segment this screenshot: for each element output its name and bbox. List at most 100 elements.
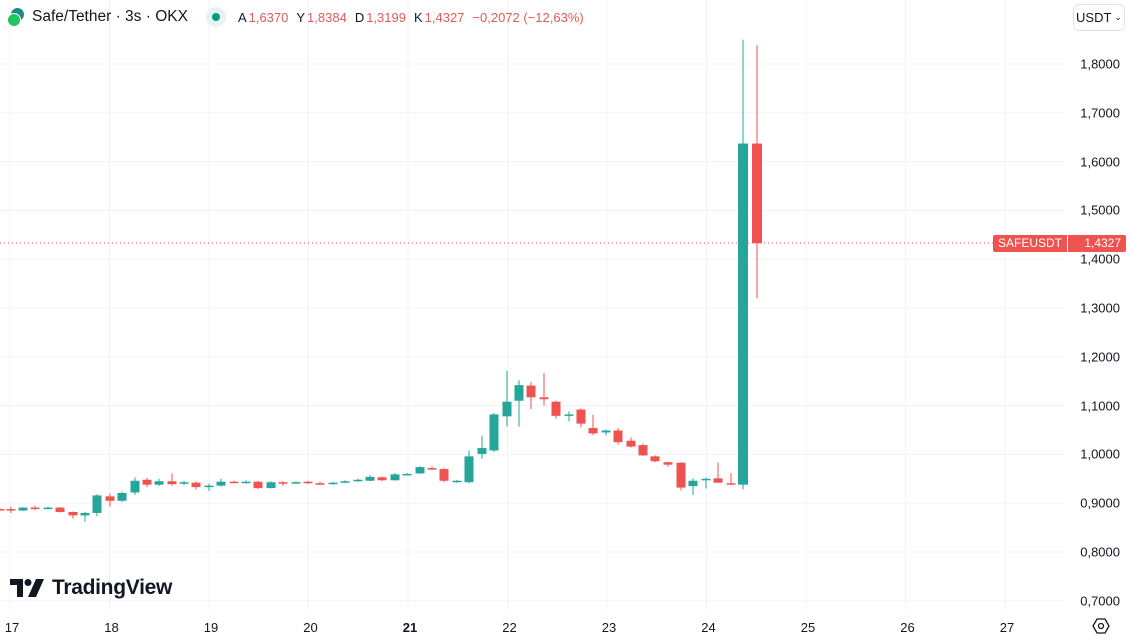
symbol-title[interactable]: Safe/Tether · 3s · OKX <box>32 8 188 25</box>
candle <box>688 480 698 487</box>
candle <box>43 507 53 510</box>
candle <box>439 469 449 481</box>
candle <box>701 478 711 481</box>
last-price-tag: SAFEUSDT 1,4327 <box>993 235 1127 252</box>
candle <box>154 481 164 485</box>
candle <box>551 401 561 416</box>
candle <box>489 414 499 451</box>
candle <box>303 481 313 484</box>
candle <box>502 401 512 417</box>
candle <box>576 409 586 424</box>
time-axis-label: 23 <box>601 620 617 635</box>
tradingview-logo[interactable]: TradingView <box>10 576 172 600</box>
candle <box>117 492 127 501</box>
candle <box>204 485 214 488</box>
ohlc-values: A 1,6370 Y 1,8384 D 1,3199 K 1,4327 <box>238 10 464 25</box>
candle <box>514 385 524 401</box>
candle <box>613 430 623 443</box>
candle <box>638 445 648 456</box>
candle <box>353 479 363 482</box>
candle <box>650 456 660 462</box>
candle <box>241 481 251 484</box>
candle <box>626 440 636 447</box>
price-axis-label: 1,2000 <box>1080 349 1120 365</box>
currency-dropdown[interactable]: USDT ⌄ <box>1073 4 1125 31</box>
tradingview-logo-text: TradingView <box>52 576 173 599</box>
candle <box>253 481 263 489</box>
price-axis-label: 1,4000 <box>1080 251 1120 267</box>
candle <box>278 482 288 484</box>
price-axis-label: 1,6000 <box>1080 154 1120 170</box>
candle <box>216 481 226 486</box>
chart-legend: Safe/Tether · 3s · OKX A 1,6370 Y 1,8384 D… <box>6 4 584 30</box>
candle <box>427 468 437 470</box>
price-axis-label: 1,1000 <box>1080 398 1120 414</box>
price-axis-label: 1,7000 <box>1080 105 1120 121</box>
candle <box>564 414 574 416</box>
ohlc-close: K 1,4327 <box>413 9 465 25</box>
candle <box>167 481 177 485</box>
settings-icon[interactable] <box>1092 617 1110 635</box>
price-tag-symbol: SAFEUSDT <box>993 235 1068 252</box>
price-axis-label: 1,3000 <box>1080 300 1120 316</box>
candle <box>92 495 102 513</box>
time-axis-label: 25 <box>800 620 816 635</box>
candle <box>229 481 239 484</box>
grid-lines <box>0 0 1065 610</box>
candle <box>142 479 152 485</box>
candle <box>738 143 748 485</box>
candle <box>18 507 28 511</box>
candle <box>291 482 301 484</box>
candle <box>402 473 412 476</box>
candle <box>30 507 40 510</box>
candle <box>179 482 189 484</box>
time-axis-label: 21 <box>402 620 418 635</box>
candle <box>328 482 338 485</box>
price-tag-value: 1,4327 <box>1068 235 1127 252</box>
ohlc-high: Y 1,8384 <box>296 9 347 25</box>
time-axis-label: 19 <box>203 620 219 635</box>
candle <box>0 509 5 511</box>
chevron-down-icon: ⌄ <box>1114 12 1122 22</box>
candle <box>377 477 387 481</box>
candle <box>68 511 78 516</box>
candle <box>365 476 375 481</box>
price-axis-label: 0,8000 <box>1080 544 1120 560</box>
ohlc-open: A 1,6370 <box>237 9 289 25</box>
price-change: −0,2072 (−12,63%) <box>472 9 584 25</box>
time-axis-label: 18 <box>104 620 119 635</box>
price-axis-label: 0,9000 <box>1080 495 1120 511</box>
candle <box>601 430 611 433</box>
candle <box>390 474 400 481</box>
price-axis-label: 1,8000 <box>1080 56 1120 72</box>
tradingview-logo-icon <box>10 579 44 597</box>
candle <box>55 507 65 512</box>
candle <box>539 397 549 400</box>
candle <box>726 483 736 485</box>
candle <box>477 448 487 454</box>
candle <box>452 480 462 483</box>
market-open-status-icon[interactable] <box>205 7 226 27</box>
candle <box>266 482 276 489</box>
candle <box>130 480 140 493</box>
price-axis-label: 1,5000 <box>1080 202 1120 218</box>
candle <box>415 467 425 474</box>
safe-token-icon <box>6 7 26 27</box>
ohlc-low: D 1,3199 <box>354 9 406 25</box>
candle <box>713 478 723 483</box>
candle <box>588 428 598 434</box>
time-axis-label: 17 <box>4 620 20 635</box>
candle <box>663 462 673 465</box>
candle <box>80 512 90 516</box>
candle <box>676 462 686 488</box>
candle <box>752 143 762 244</box>
candle <box>191 482 201 488</box>
candle <box>340 481 350 483</box>
time-axis-label: 26 <box>900 620 915 635</box>
price-axis-label: 1,0000 <box>1080 446 1120 462</box>
candle <box>526 385 536 398</box>
candles <box>0 39 762 522</box>
candle <box>105 496 115 501</box>
time-axis-label: 27 <box>999 620 1015 635</box>
